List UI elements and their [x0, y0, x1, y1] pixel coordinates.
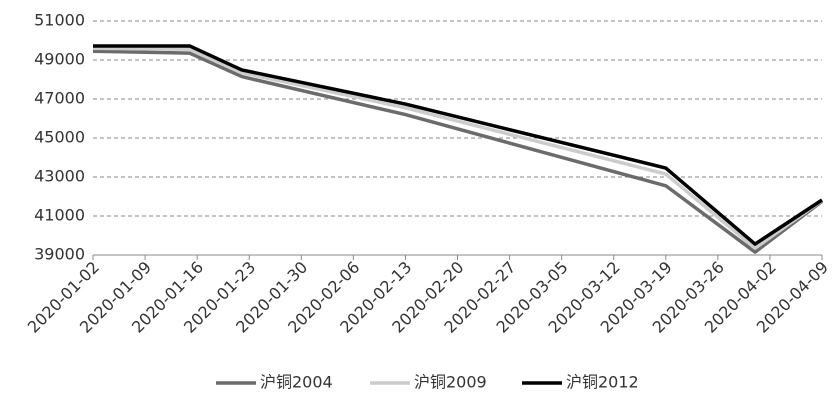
line: [92, 46, 824, 250]
y-tick-label: 43000: [34, 167, 85, 186]
line: [92, 49, 824, 254]
legend-label: 沪铜2012: [566, 373, 639, 392]
legend-label: 沪铜2004: [260, 373, 333, 392]
y-tick-label: 45000: [34, 128, 85, 147]
y-tick-label: 49000: [34, 50, 85, 69]
legend-label: 沪铜2009: [414, 373, 487, 392]
line: [93, 44, 823, 246]
y-tick-label: 39000: [34, 245, 85, 264]
y-tick-label: 41000: [34, 206, 85, 225]
y-tick-label: 47000: [34, 89, 85, 108]
y-tick-label: 51000: [34, 11, 85, 30]
